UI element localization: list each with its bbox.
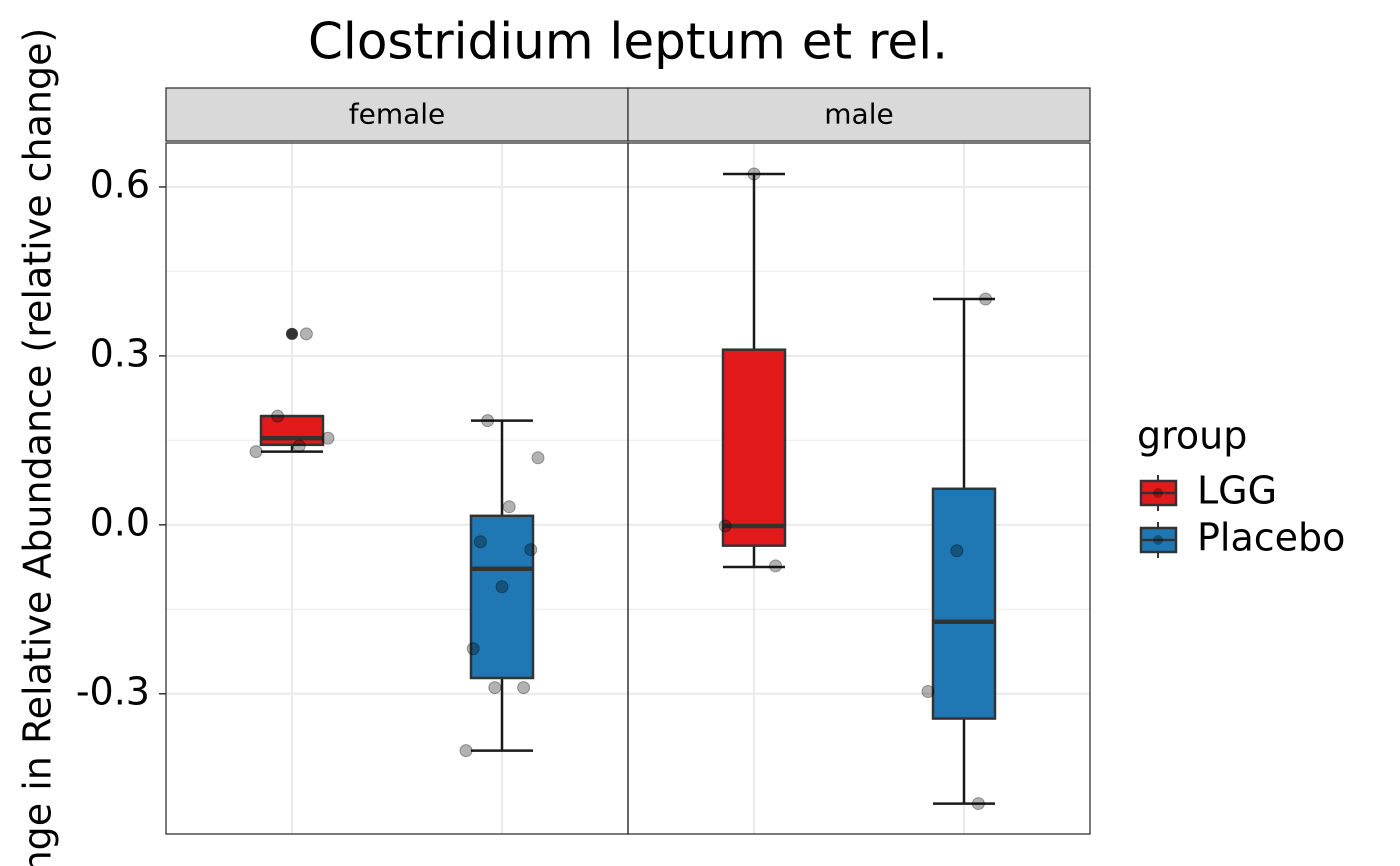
facet-label: male	[824, 98, 893, 131]
jitter-point	[950, 544, 964, 558]
y-tick-label: -0.3	[76, 669, 150, 713]
legend-title: group	[1137, 414, 1247, 458]
facet-label: female	[349, 98, 446, 131]
jitter-point	[524, 543, 538, 557]
legend-label: Placebo	[1197, 516, 1345, 560]
chart-title: Clostridium leptum et rel.	[308, 13, 948, 71]
outlier	[286, 327, 298, 340]
jitter-point	[321, 431, 335, 445]
jitter-point	[495, 580, 509, 594]
legend-label: LGG	[1197, 469, 1277, 513]
jitter-point	[459, 744, 473, 758]
jitter-point	[466, 642, 480, 656]
jitter-point	[271, 409, 285, 423]
jitter-point	[747, 167, 761, 181]
jitter-point	[971, 797, 985, 811]
jitter-point	[481, 414, 495, 428]
jitter-point	[979, 292, 993, 306]
panel-border	[627, 142, 1091, 835]
jitter-point	[473, 535, 487, 549]
jitter-point	[921, 685, 935, 699]
jitter-point	[502, 500, 516, 514]
legend-key-point	[1153, 488, 1163, 498]
box	[931, 487, 997, 720]
jitter-point	[517, 681, 531, 695]
panel-background	[628, 143, 1090, 834]
jitter-point	[292, 439, 306, 453]
jitter-point	[718, 519, 732, 533]
jitter-point	[249, 445, 263, 459]
y-axis-label: Change in Relative Abundance (relative c…	[16, 28, 60, 866]
y-tick-label: 0.6	[90, 162, 150, 206]
box	[259, 414, 325, 447]
legend-key-point	[1153, 535, 1163, 545]
jitter-point	[769, 559, 783, 573]
facet-strip	[627, 87, 1091, 142]
y-tick-label: 0.3	[90, 331, 150, 375]
y-tick-label: 0.0	[90, 500, 150, 544]
box	[721, 348, 787, 547]
jitter-point	[531, 451, 545, 465]
panel-background	[166, 143, 628, 834]
jitter-point	[488, 681, 502, 695]
jitter-point	[299, 327, 313, 341]
box	[469, 514, 535, 680]
